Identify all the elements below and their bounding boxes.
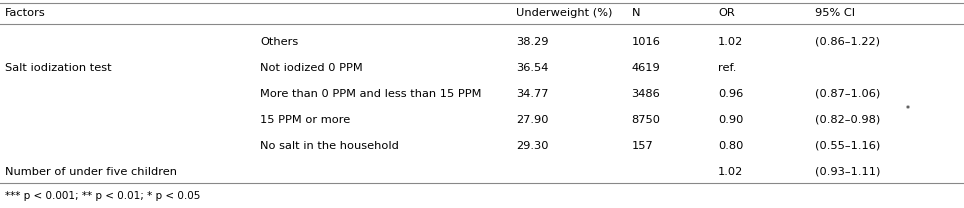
Text: 157: 157 — [631, 141, 654, 151]
Text: Salt iodization test: Salt iodization test — [5, 63, 112, 73]
Text: 0.80: 0.80 — [718, 141, 743, 151]
Text: (0.82–0.98): (0.82–0.98) — [815, 115, 880, 125]
Text: N: N — [631, 8, 640, 18]
Text: Others: Others — [260, 37, 299, 47]
Text: 8750: 8750 — [631, 115, 660, 125]
Text: ref.: ref. — [718, 63, 736, 73]
Text: 4619: 4619 — [631, 63, 660, 73]
Text: No salt in the household: No salt in the household — [260, 141, 399, 151]
Text: (0.87–1.06): (0.87–1.06) — [815, 89, 880, 99]
Text: 34.77: 34.77 — [516, 89, 549, 99]
Text: 1.02: 1.02 — [718, 167, 743, 177]
Text: (0.55–1.16): (0.55–1.16) — [815, 141, 880, 151]
Text: 0.90: 0.90 — [718, 115, 743, 125]
Text: *** p < 0.001; ** p < 0.01; * p < 0.05: *** p < 0.001; ** p < 0.01; * p < 0.05 — [5, 191, 201, 201]
Text: OR: OR — [718, 8, 735, 18]
Text: 1.02: 1.02 — [718, 37, 743, 47]
Text: 15 PPM or more: 15 PPM or more — [260, 115, 351, 125]
Text: (0.86–1.22): (0.86–1.22) — [815, 37, 879, 47]
Text: 38.29: 38.29 — [516, 37, 549, 47]
Text: Number of under five children: Number of under five children — [5, 167, 176, 177]
Text: Underweight (%): Underweight (%) — [516, 8, 612, 18]
Text: 27.90: 27.90 — [516, 115, 549, 125]
Text: *: * — [906, 105, 910, 114]
Text: More than 0 PPM and less than 15 PPM: More than 0 PPM and less than 15 PPM — [260, 89, 482, 99]
Text: 3486: 3486 — [631, 89, 660, 99]
Text: 29.30: 29.30 — [516, 141, 549, 151]
Text: 36.54: 36.54 — [516, 63, 549, 73]
Text: Factors: Factors — [5, 8, 45, 18]
Text: 1016: 1016 — [631, 37, 660, 47]
Text: 95% CI: 95% CI — [815, 8, 855, 18]
Text: 0.96: 0.96 — [718, 89, 743, 99]
Text: Not iodized 0 PPM: Not iodized 0 PPM — [260, 63, 363, 73]
Text: (0.93–1.11): (0.93–1.11) — [815, 167, 880, 177]
